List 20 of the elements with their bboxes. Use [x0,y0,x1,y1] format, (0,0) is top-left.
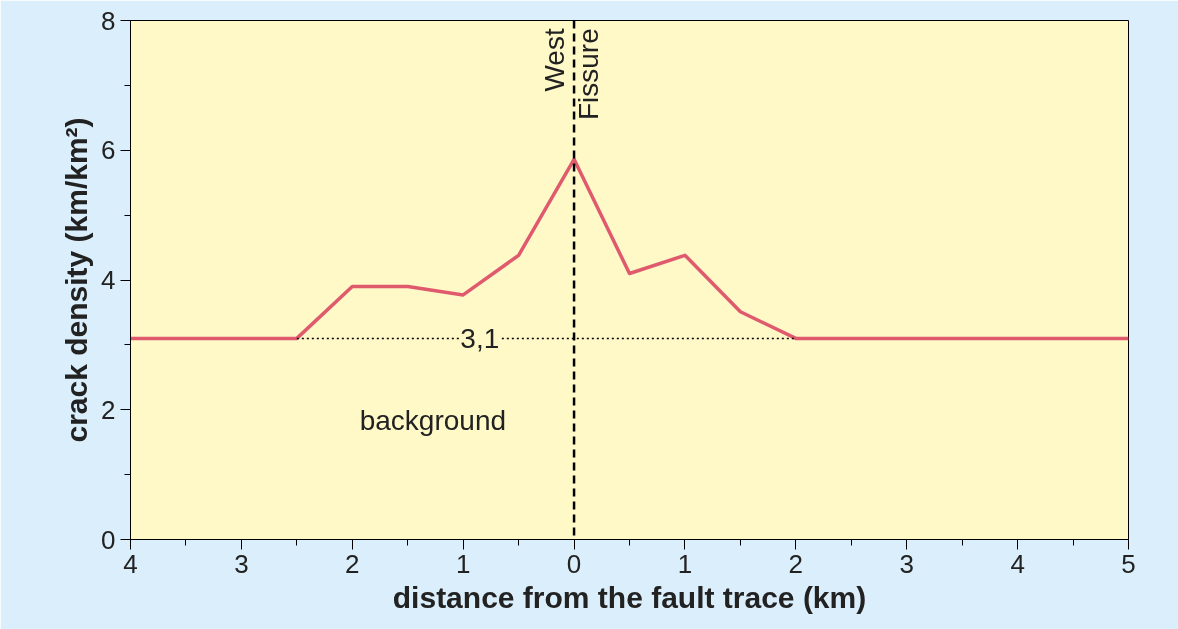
x-tick-label: 0 [566,548,582,579]
ref-line-label: West Fissure [539,28,605,121]
x-tick-label: 4 [123,548,138,579]
y-tick-label: 4 [101,265,116,295]
x-axis-title: distance from the fault trace (km) [392,580,867,614]
y-axis-title: crack density (km/km²) [60,117,94,443]
x-tick-label: 2 [345,548,360,579]
y-tick-label: 0 [101,524,116,555]
x-tick-label: 1 [455,548,471,579]
x-tick-label: 3 [234,548,249,579]
x-tick-label: 3 [899,548,914,579]
y-tick-label: 6 [101,135,116,166]
x-tick-label: 5 [1121,548,1136,579]
x-tick-label: 2 [788,548,804,579]
y-tick-label: 2 [101,394,116,425]
x-tick-label: 4 [1010,548,1025,579]
annotation: 3,1 [460,322,500,354]
y-tick-label: 8 [101,5,116,36]
annotation: background [359,405,507,437]
x-tick-label: 1 [677,548,693,579]
